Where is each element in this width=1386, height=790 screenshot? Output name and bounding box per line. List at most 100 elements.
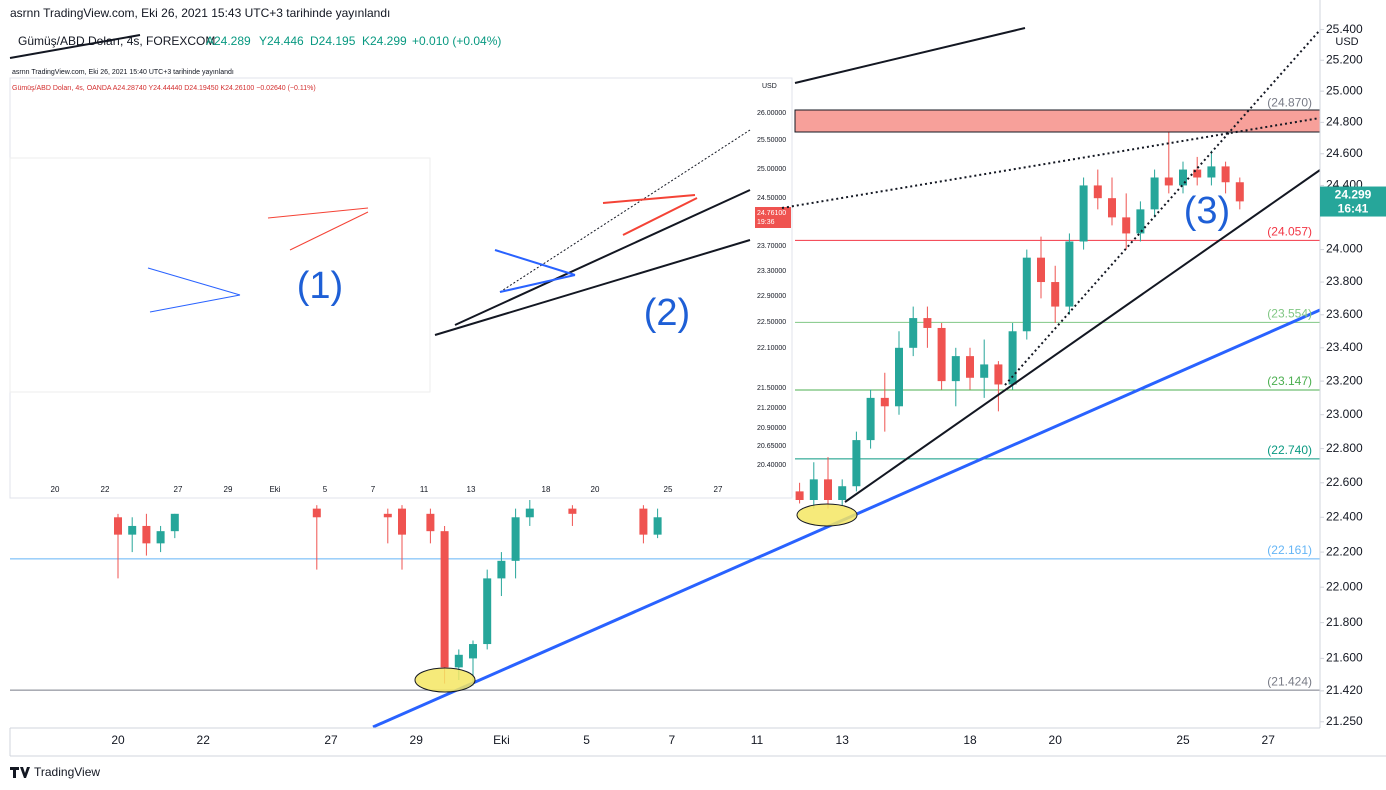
- inset-x-tick-label: 13: [467, 485, 476, 494]
- trend-line: [781, 117, 1321, 209]
- candle-body: [1022, 257, 1031, 332]
- y-tick-label: 23.400: [1326, 340, 1363, 354]
- inset-x-tick-label: 20: [51, 485, 60, 494]
- candle-body: [966, 356, 974, 378]
- inset-x-tick-label: 18: [542, 485, 551, 494]
- y-tick-label: 21.420: [1326, 683, 1363, 697]
- inset-price-box: [755, 207, 791, 228]
- candle-body: [1051, 282, 1060, 307]
- x-tick-label: 11: [751, 733, 764, 747]
- y-tick-label: 23.200: [1326, 373, 1363, 387]
- trend-line: [844, 169, 1321, 503]
- inset-last-time: 19:36: [757, 219, 775, 226]
- annotation: (1): [297, 265, 343, 307]
- candle-body: [1008, 331, 1017, 385]
- level-label: (23.147): [1267, 374, 1312, 388]
- y-tick-label: 24.800: [1326, 115, 1363, 129]
- candle-body: [951, 356, 960, 382]
- candle-body: [170, 513, 179, 532]
- x-tick-label: 22: [197, 733, 211, 747]
- y-tick-label: 25.000: [1326, 83, 1363, 97]
- candle-body: [398, 508, 406, 535]
- candle-body: [880, 397, 889, 407]
- level-label: (23.554): [1267, 307, 1312, 321]
- x-tick-label: 18: [963, 733, 977, 747]
- candle-body: [824, 479, 832, 500]
- y-tick-label: 22.600: [1326, 475, 1363, 489]
- candle-body: [440, 531, 449, 668]
- candle-body: [923, 318, 932, 328]
- annotation: (3): [1184, 190, 1230, 232]
- candle-body: [1235, 182, 1244, 202]
- y-tick-label: 23.800: [1326, 274, 1363, 288]
- trend-line: [434, 239, 751, 336]
- candle-body: [426, 513, 435, 532]
- candle-body: [511, 517, 520, 561]
- y-tick-label: 25.400: [1326, 22, 1363, 36]
- level-label: (22.161): [1267, 543, 1312, 557]
- candle-body: [114, 517, 122, 535]
- resistance-zone: [794, 109, 1321, 133]
- symbol: Gümüş/ABD Doları, 4s, FOREXCOM: [18, 34, 215, 48]
- candle-body: [454, 654, 463, 668]
- inset-y-tick-label: 22.50000: [757, 319, 786, 326]
- candle-body: [1207, 166, 1216, 178]
- y-tick-label: 24.600: [1326, 146, 1363, 160]
- inner-triangle: [149, 294, 241, 313]
- candle-body: [142, 525, 151, 544]
- inset-y-tick-label: 26.00000: [757, 110, 786, 117]
- candle-body: [1065, 241, 1074, 307]
- inset-y-tick-label: 23.30000: [757, 268, 786, 275]
- inner-inset-frame: [9, 157, 431, 393]
- inset-y-tick-label: 23.70000: [757, 243, 786, 250]
- axes: 25.40025.20025.00024.80024.60024.40024.0…: [111, 22, 1386, 747]
- x-tick-label: 27: [1262, 733, 1276, 747]
- inner-triangle: [147, 267, 241, 296]
- candle-body: [852, 440, 861, 487]
- candle-body: [383, 513, 392, 518]
- trend-line: [9, 34, 141, 59]
- candle-body: [1079, 185, 1088, 242]
- y-tick-label: 22.200: [1326, 544, 1363, 558]
- y-tick-label: 22.800: [1326, 441, 1363, 455]
- inset-x-tick-label: Eki: [269, 485, 280, 494]
- candle-body: [156, 531, 165, 544]
- triangle: [499, 274, 576, 293]
- candle-body: [525, 508, 534, 518]
- inset-y-tick-label: 21.20000: [757, 405, 786, 412]
- inset-y-tick-label: 20.90000: [757, 425, 786, 432]
- inset-y-tick-label: 25.50000: [757, 137, 786, 144]
- candle-body: [1150, 177, 1159, 210]
- candle-body: [1108, 198, 1116, 218]
- level-label: (21.424): [1267, 674, 1312, 688]
- y-tick-label: 25.200: [1326, 52, 1363, 66]
- x-tick-label: 5: [583, 733, 590, 747]
- candle-body: [483, 578, 492, 645]
- triangle: [602, 194, 696, 204]
- candle-body: [1037, 257, 1045, 283]
- candle-body: [639, 508, 648, 535]
- candle-body: [795, 491, 804, 500]
- ohlc: D24.195: [310, 34, 356, 48]
- candle-body: [1093, 185, 1102, 199]
- candle-body: [1122, 217, 1131, 234]
- y-tick-label: 22.400: [1326, 509, 1363, 523]
- candle-body: [128, 525, 137, 535]
- x-tick-label: 20: [1049, 733, 1063, 747]
- candle-body: [866, 397, 875, 441]
- inset-y-tick-label: 20.65000: [757, 443, 786, 450]
- candle-body: [497, 560, 506, 579]
- candle-body: [994, 364, 1003, 385]
- candle-body: [838, 486, 847, 500]
- candle-body: [895, 347, 903, 407]
- candle-body: [937, 327, 946, 382]
- candle-body: [809, 479, 818, 500]
- candle-body: [653, 517, 662, 535]
- inset-x-tick-label: 11: [420, 485, 429, 494]
- candle-body: [1136, 209, 1145, 234]
- inset-currency: USD: [762, 83, 777, 90]
- annotation: (2): [644, 292, 690, 334]
- inset-x-tick-label: 5: [323, 485, 328, 494]
- candles: [114, 117, 1244, 686]
